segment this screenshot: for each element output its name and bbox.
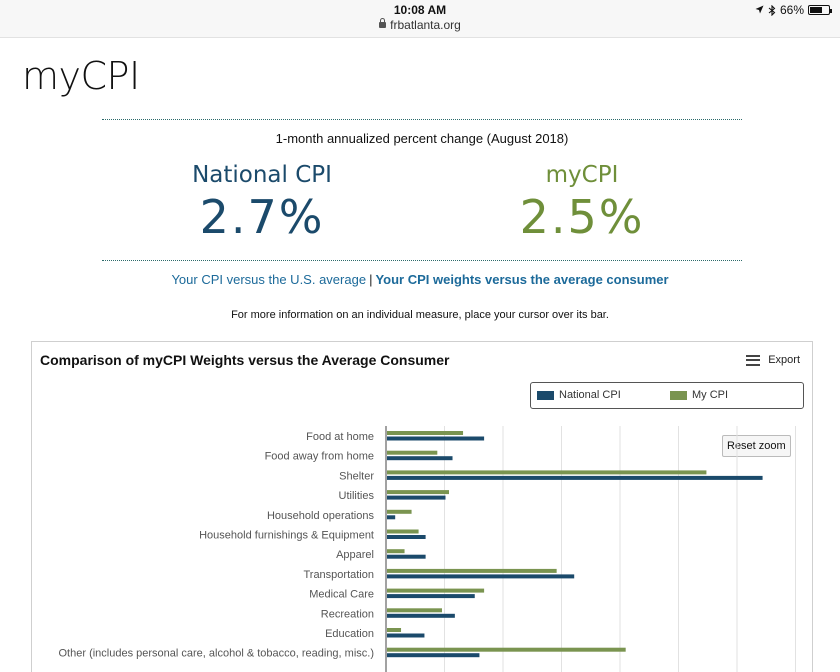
status-indicators: 66% — [755, 3, 832, 17]
category-label: Utilities — [339, 490, 375, 502]
national-cpi-metric: National CPI 2.7% — [132, 162, 392, 244]
menu-icon — [746, 354, 761, 366]
status-time: 10:08 AM — [393, 3, 447, 17]
chart-title: Comparison of myCPI Weights versus the A… — [40, 352, 450, 368]
category-label: Recreation — [321, 608, 374, 620]
legend-swatch-national — [537, 390, 554, 400]
legend-swatch-my — [670, 390, 687, 400]
national-cpi-bar[interactable] — [387, 633, 425, 638]
top-divider — [102, 119, 742, 120]
national-cpi-bar[interactable] — [387, 574, 575, 579]
battery-icon — [808, 5, 832, 15]
my-cpi-bar[interactable] — [387, 431, 464, 435]
cpi-versus-average-link[interactable]: Your CPI versus the U.S. average — [171, 272, 367, 287]
my-cpi-bar[interactable] — [387, 509, 412, 514]
national-cpi-bar[interactable] — [387, 436, 485, 441]
national-cpi-label: National CPI — [192, 162, 332, 188]
national-cpi-bar[interactable] — [387, 653, 480, 658]
legend-label-my: My CPI — [692, 389, 729, 401]
period-subtitle: 1-month annualized percent change (Augus… — [275, 131, 569, 146]
category-label: Medical Care — [309, 589, 374, 601]
national-cpi-bar[interactable] — [387, 535, 426, 539]
chart-legend: National CPI My CPI — [530, 382, 804, 409]
battery-percent: 66% — [779, 3, 804, 17]
bar-chart: Food at home Food away from home Shelter Ut… — [59, 426, 796, 672]
national-cpi-bar[interactable] — [387, 515, 396, 520]
view-switcher: Your CPI versus the U.S. average | Your CP… — [0, 272, 840, 287]
my-cpi-bar[interactable] — [387, 647, 626, 652]
my-cpi-bar[interactable] — [387, 588, 485, 593]
status-bar: 10:08 AM frbatlanta.org 66% — [0, 0, 840, 38]
export-menu-button[interactable]: Export — [746, 354, 800, 366]
category-label: Transportation — [303, 569, 374, 581]
legend-item-national[interactable]: National CPI — [537, 389, 621, 401]
national-cpi-bar[interactable] — [387, 613, 455, 618]
bluetooth-icon — [768, 4, 776, 16]
my-cpi-bar[interactable] — [387, 628, 402, 632]
national-cpi-value: 2.7% — [199, 190, 325, 244]
address-bar[interactable]: frbatlanta.org — [0, 18, 840, 32]
my-cpi-metric: myCPI 2.5% — [452, 162, 712, 244]
national-cpi-bar[interactable] — [387, 594, 475, 599]
export-label: Export — [768, 354, 800, 366]
national-cpi-bar[interactable] — [387, 456, 453, 461]
category-label: Food away from home — [265, 451, 374, 463]
my-cpi-bar[interactable] — [387, 608, 442, 613]
category-label: Education — [325, 628, 374, 640]
bottom-divider — [102, 260, 742, 261]
category-label: Food at home — [306, 431, 374, 443]
my-cpi-bar[interactable] — [387, 470, 707, 475]
category-label: Other (includes personal care, alcohol &… — [59, 648, 375, 660]
link-separator: | — [369, 272, 373, 287]
my-cpi-bar[interactable] — [387, 450, 438, 455]
national-cpi-bar[interactable] — [387, 475, 763, 480]
my-cpi-bar[interactable] — [387, 568, 557, 573]
category-label: Shelter — [339, 470, 374, 482]
page-title: myCPI — [22, 54, 140, 98]
cpi-weights-link[interactable]: Your CPI weights versus the average cons… — [375, 272, 669, 287]
legend-item-my[interactable]: My CPI — [670, 389, 728, 401]
my-cpi-value: 2.5% — [519, 190, 645, 244]
category-label: Household operations — [267, 510, 375, 522]
category-label: Apparel — [336, 549, 374, 561]
my-cpi-bar[interactable] — [387, 529, 419, 534]
location-arrow-icon — [755, 5, 764, 14]
national-cpi-bar[interactable] — [387, 495, 446, 500]
battery-level — [810, 7, 822, 13]
category-label: Household furnishings & Equipment — [199, 530, 374, 542]
national-cpi-bar[interactable] — [387, 554, 426, 559]
my-cpi-bar[interactable] — [387, 490, 450, 495]
reset-zoom-button[interactable]: Reset zoom — [722, 435, 791, 457]
weights-chart-card: Comparison of myCPI Weights versus the A… — [31, 341, 813, 672]
my-cpi-bar[interactable] — [387, 549, 405, 554]
legend-label-national: National CPI — [559, 389, 621, 401]
my-cpi-label: myCPI — [545, 162, 619, 188]
hover-hint: For more information on an individual me… — [231, 309, 609, 321]
address-url[interactable]: frbatlanta.org — [390, 18, 461, 32]
lock-icon — [379, 18, 387, 28]
